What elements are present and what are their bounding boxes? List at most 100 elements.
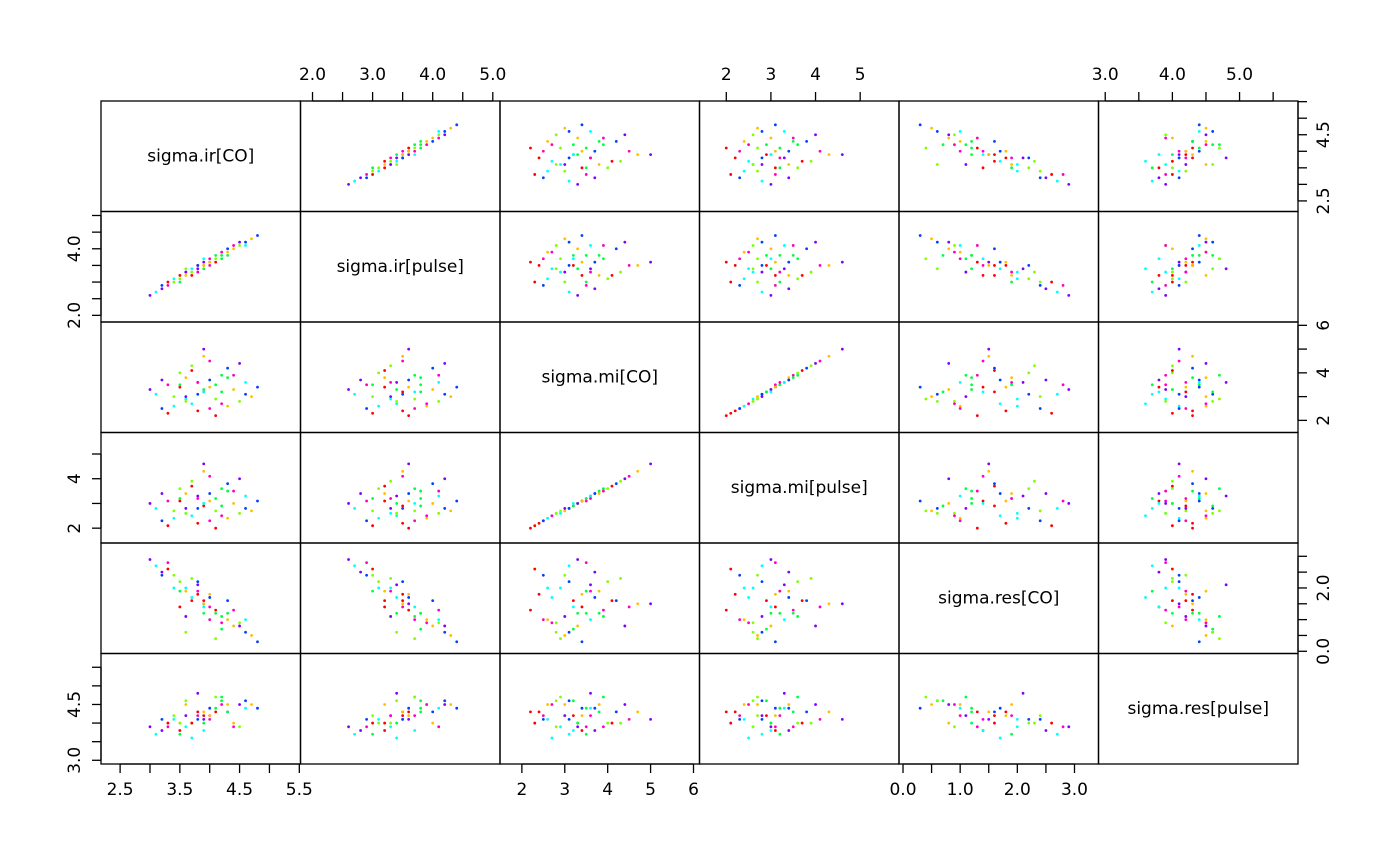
point <box>232 489 236 493</box>
point <box>1027 721 1031 725</box>
point <box>733 264 737 267</box>
point <box>541 283 545 287</box>
point <box>443 506 447 510</box>
point <box>975 136 979 140</box>
point <box>796 143 800 147</box>
point <box>1021 380 1025 384</box>
point <box>636 469 640 473</box>
point <box>571 699 575 703</box>
point <box>559 509 562 513</box>
point <box>1033 364 1036 368</box>
point <box>202 347 206 351</box>
point <box>1204 237 1208 241</box>
point <box>546 250 550 254</box>
point <box>597 710 601 714</box>
point <box>401 359 405 363</box>
point <box>998 736 1002 740</box>
point <box>1184 260 1188 264</box>
point <box>580 234 584 237</box>
point <box>1038 714 1042 718</box>
point <box>226 599 230 603</box>
point <box>778 589 782 593</box>
point <box>559 270 562 274</box>
point <box>437 130 441 133</box>
point <box>389 397 393 401</box>
point <box>226 366 230 370</box>
point <box>401 469 405 473</box>
point <box>190 364 194 368</box>
point <box>220 621 224 625</box>
point <box>1157 502 1161 505</box>
point <box>178 721 182 725</box>
point <box>1191 366 1194 370</box>
point <box>1204 492 1208 495</box>
point <box>1004 264 1008 267</box>
point <box>998 159 1002 163</box>
point <box>1184 380 1188 384</box>
point <box>413 149 417 153</box>
point <box>431 721 435 725</box>
point <box>202 267 206 271</box>
point <box>365 173 368 176</box>
point <box>756 637 759 641</box>
point <box>724 146 728 150</box>
point <box>970 267 973 271</box>
point <box>148 388 152 391</box>
point <box>1010 270 1014 274</box>
point <box>1177 519 1181 523</box>
point <box>1170 153 1174 156</box>
point <box>1218 257 1221 261</box>
panel <box>698 652 900 765</box>
point <box>196 497 200 500</box>
point <box>395 156 399 160</box>
point <box>964 714 968 718</box>
point <box>1170 484 1174 488</box>
point <box>1191 599 1194 603</box>
point <box>1004 521 1008 525</box>
point <box>947 721 951 725</box>
point <box>196 583 200 587</box>
point <box>1218 397 1221 401</box>
point <box>256 234 259 237</box>
point <box>1204 361 1208 365</box>
point <box>1164 133 1168 137</box>
point <box>559 695 562 699</box>
point <box>238 399 241 403</box>
point <box>347 725 350 729</box>
point <box>1204 250 1208 254</box>
point <box>563 703 567 706</box>
point <box>550 159 554 163</box>
point <box>773 592 777 596</box>
point <box>970 254 973 257</box>
point <box>1211 511 1215 515</box>
point <box>606 580 610 584</box>
point <box>208 492 212 495</box>
point <box>208 474 212 478</box>
point <box>371 169 375 173</box>
point <box>805 366 809 370</box>
point <box>576 153 580 156</box>
x-tick-label: 4.5 <box>226 780 253 800</box>
point <box>359 176 362 180</box>
point <box>377 580 381 584</box>
point <box>563 237 567 241</box>
point <box>431 502 435 505</box>
point <box>1177 283 1181 287</box>
point <box>787 729 791 732</box>
point <box>1204 402 1208 406</box>
point <box>413 143 417 147</box>
point <box>924 397 928 401</box>
point <box>1191 526 1194 530</box>
point <box>765 714 768 718</box>
point <box>559 146 562 150</box>
point <box>733 710 737 714</box>
point <box>947 361 951 365</box>
point <box>627 264 631 267</box>
point <box>998 402 1002 406</box>
point <box>571 714 575 718</box>
point <box>383 166 387 170</box>
point <box>1184 280 1188 284</box>
point <box>550 621 554 625</box>
point <box>738 714 742 718</box>
point <box>567 564 571 568</box>
